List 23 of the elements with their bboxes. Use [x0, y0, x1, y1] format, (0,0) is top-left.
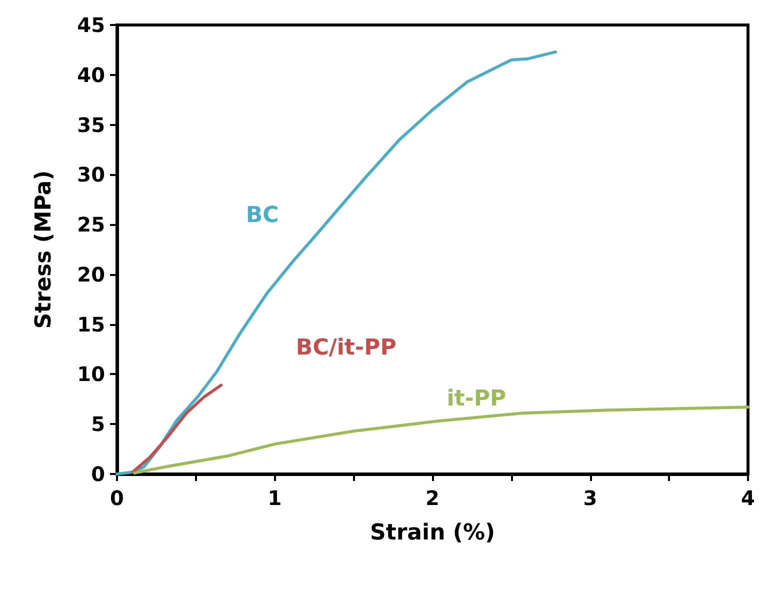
line-series [131, 384, 223, 474]
y-tick-label: 15 [77, 312, 105, 336]
y-tick-label: 20 [77, 262, 105, 286]
x-tick-label: 2 [426, 486, 440, 510]
x-tick-label: 0 [110, 486, 124, 510]
y-tick-label: 0 [91, 462, 105, 486]
y-tick-label: 40 [77, 62, 105, 87]
text: BC/it-PP [296, 336, 396, 361]
x-tick-label: 3 [583, 486, 598, 510]
y-tick-label: 45 [77, 13, 105, 37]
y-tick-label: 10 [77, 362, 105, 386]
x-tick-label: 1 [268, 486, 282, 510]
series-label: it-PP [446, 386, 506, 412]
series-label: BC [246, 203, 279, 228]
line-series [132, 406, 750, 474]
line-series [116, 50, 558, 476]
y-axis-title: Stress (MPa) [32, 170, 56, 329]
y-tick-label: 25 [77, 212, 105, 237]
y-tick-label: 5 [91, 412, 105, 436]
y-tick-label: 35 [77, 112, 105, 137]
y-tick-label: 30 [77, 162, 105, 187]
x-tick-label: 4 [741, 486, 755, 510]
x-axis-title: Strain (%) [370, 520, 496, 546]
